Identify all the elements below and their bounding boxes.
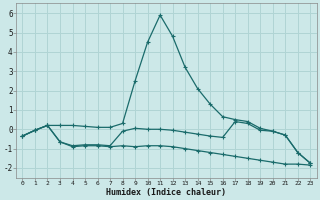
- X-axis label: Humidex (Indice chaleur): Humidex (Indice chaleur): [106, 188, 226, 197]
